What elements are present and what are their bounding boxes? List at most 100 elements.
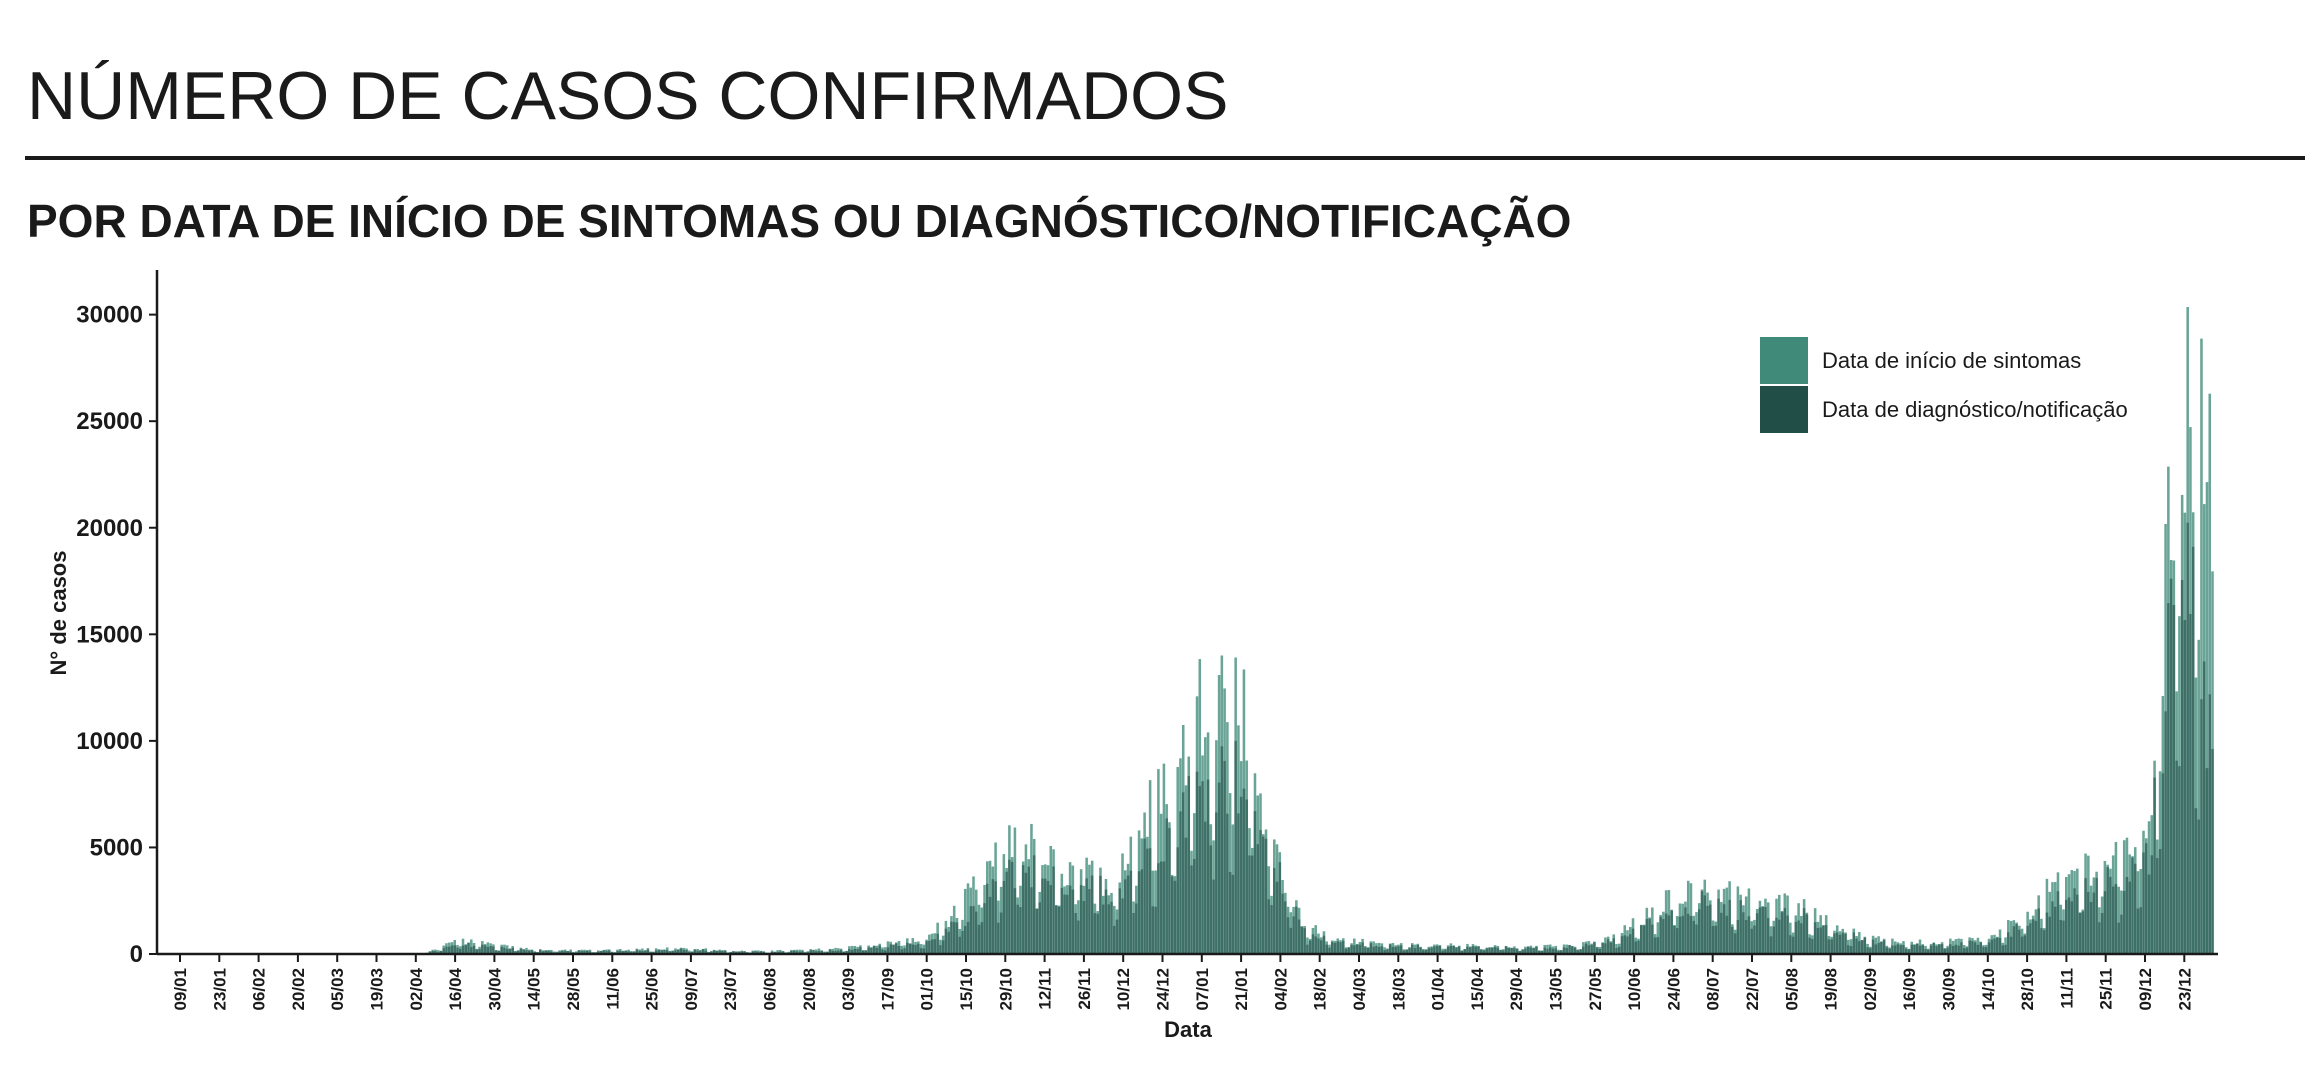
bar-notificacao <box>1005 871 1008 954</box>
bar-notificacao <box>588 951 592 954</box>
bar-notificacao <box>2133 863 2137 954</box>
bar-notificacao <box>1317 938 1320 954</box>
bar-notificacao <box>1595 947 1599 954</box>
bar-notificacao <box>861 950 865 954</box>
bar-notificacao <box>1041 878 1044 954</box>
bar-notificacao <box>1319 940 1323 954</box>
x-tick-label: 19/03 <box>368 968 387 1011</box>
bar-notificacao <box>497 950 501 954</box>
legend-swatch <box>1760 386 1808 433</box>
bar-notificacao <box>1129 870 1133 954</box>
x-tick-label: 01/04 <box>1429 967 1448 1010</box>
bar-notificacao <box>1766 918 1770 954</box>
bar-notificacao <box>1424 949 1428 954</box>
title-divider <box>25 156 2305 160</box>
bar-notificacao <box>627 951 630 954</box>
bar-notificacao <box>2092 892 2096 954</box>
bar-notificacao <box>544 950 548 954</box>
bar-notificacao <box>1419 947 1422 954</box>
bar-notificacao <box>1399 945 1403 954</box>
y-tick-label: 30000 <box>76 302 143 329</box>
bar-notificacao <box>1187 776 1191 954</box>
bar-notificacao <box>1855 938 1858 954</box>
bar-notificacao <box>1151 906 1155 954</box>
bar-notificacao <box>1468 947 1472 954</box>
x-tick-label: 24/12 <box>1154 968 1173 1011</box>
bar-notificacao <box>1435 946 1439 954</box>
bar-notificacao <box>2001 945 2005 954</box>
bar-notificacao <box>1038 902 1042 954</box>
bar-notificacao <box>1714 925 1718 954</box>
bar-notificacao <box>1725 915 1729 954</box>
x-tick-label: 11/06 <box>603 968 622 1010</box>
bar-notificacao <box>1874 944 1878 954</box>
bar-notificacao <box>1628 934 1632 954</box>
bar-notificacao <box>1860 940 1864 954</box>
bar-notificacao <box>958 936 961 954</box>
bar-notificacao <box>638 950 641 954</box>
bar-notificacao <box>453 945 456 954</box>
y-tick-label: 10000 <box>76 728 143 755</box>
bar-notificacao <box>1791 936 1795 954</box>
bar-notificacao <box>654 950 658 954</box>
bar-notificacao <box>1761 906 1764 954</box>
bar-notificacao <box>1537 951 1541 954</box>
bar-notificacao <box>1433 946 1436 954</box>
bar-notificacao <box>1121 898 1124 954</box>
bar-notificacao <box>1560 950 1563 954</box>
bar-notificacao <box>936 933 939 954</box>
bar-notificacao <box>1397 946 1400 954</box>
bar-notificacao <box>743 951 746 954</box>
bar-notificacao <box>1689 916 1693 954</box>
bar-notificacao <box>1377 946 1381 954</box>
bar-notificacao <box>1325 944 1328 954</box>
bar-notificacao <box>1388 944 1392 954</box>
legend-swatch <box>1760 337 1808 384</box>
bar-notificacao <box>1173 880 1177 954</box>
bar-notificacao <box>1052 866 1055 954</box>
bar-notificacao <box>2189 614 2192 954</box>
bar-notificacao <box>1154 906 1157 954</box>
bar-notificacao <box>2100 913 2104 954</box>
bar-notificacao <box>1430 947 1433 954</box>
bar-sintomas <box>966 883 970 954</box>
bar-notificacao <box>1043 878 1047 954</box>
bar-notificacao <box>461 945 465 954</box>
bar-notificacao <box>1571 946 1574 954</box>
bar-notificacao <box>922 948 926 954</box>
x-tick-label: 25/11 <box>2097 968 2116 1010</box>
bar-notificacao <box>1824 924 1828 954</box>
bar-notificacao <box>1891 945 1894 954</box>
bar-notificacao <box>1987 942 1991 954</box>
bar-notificacao <box>2114 883 2118 954</box>
bar-notificacao <box>955 922 959 954</box>
bar-notificacao <box>1297 919 1301 954</box>
bar-notificacao <box>2084 878 2087 954</box>
bar-notificacao <box>458 948 462 954</box>
bar-notificacao <box>1695 924 1698 954</box>
bar-notificacao <box>886 947 890 954</box>
bar-notificacao <box>1899 945 1902 954</box>
x-tick-label: 23/07 <box>721 968 740 1011</box>
bar-sintomas <box>963 888 967 954</box>
bar-notificacao <box>2103 891 2107 954</box>
bar-notificacao <box>1684 907 1687 954</box>
bar-notificacao <box>530 950 534 954</box>
bar-notificacao <box>908 943 912 954</box>
bar-notificacao <box>1935 946 1938 954</box>
bar-notificacao <box>994 881 997 954</box>
x-tick-label: 27/05 <box>1586 968 1605 1011</box>
bar-notificacao <box>2197 819 2200 954</box>
bar-notificacao <box>447 946 451 954</box>
bar-notificacao <box>472 945 476 954</box>
bar-notificacao <box>1524 948 1527 954</box>
bar-notificacao <box>894 943 898 954</box>
bar-notificacao <box>1364 947 1367 954</box>
x-tick-label: 12/11 <box>1036 968 1055 1010</box>
bar-notificacao <box>1913 944 1916 954</box>
bar-notificacao <box>1286 917 1290 954</box>
bar-notificacao <box>663 949 666 954</box>
bar-notificacao <box>1742 912 1745 954</box>
x-tick-label: 18/02 <box>1311 968 1330 1011</box>
